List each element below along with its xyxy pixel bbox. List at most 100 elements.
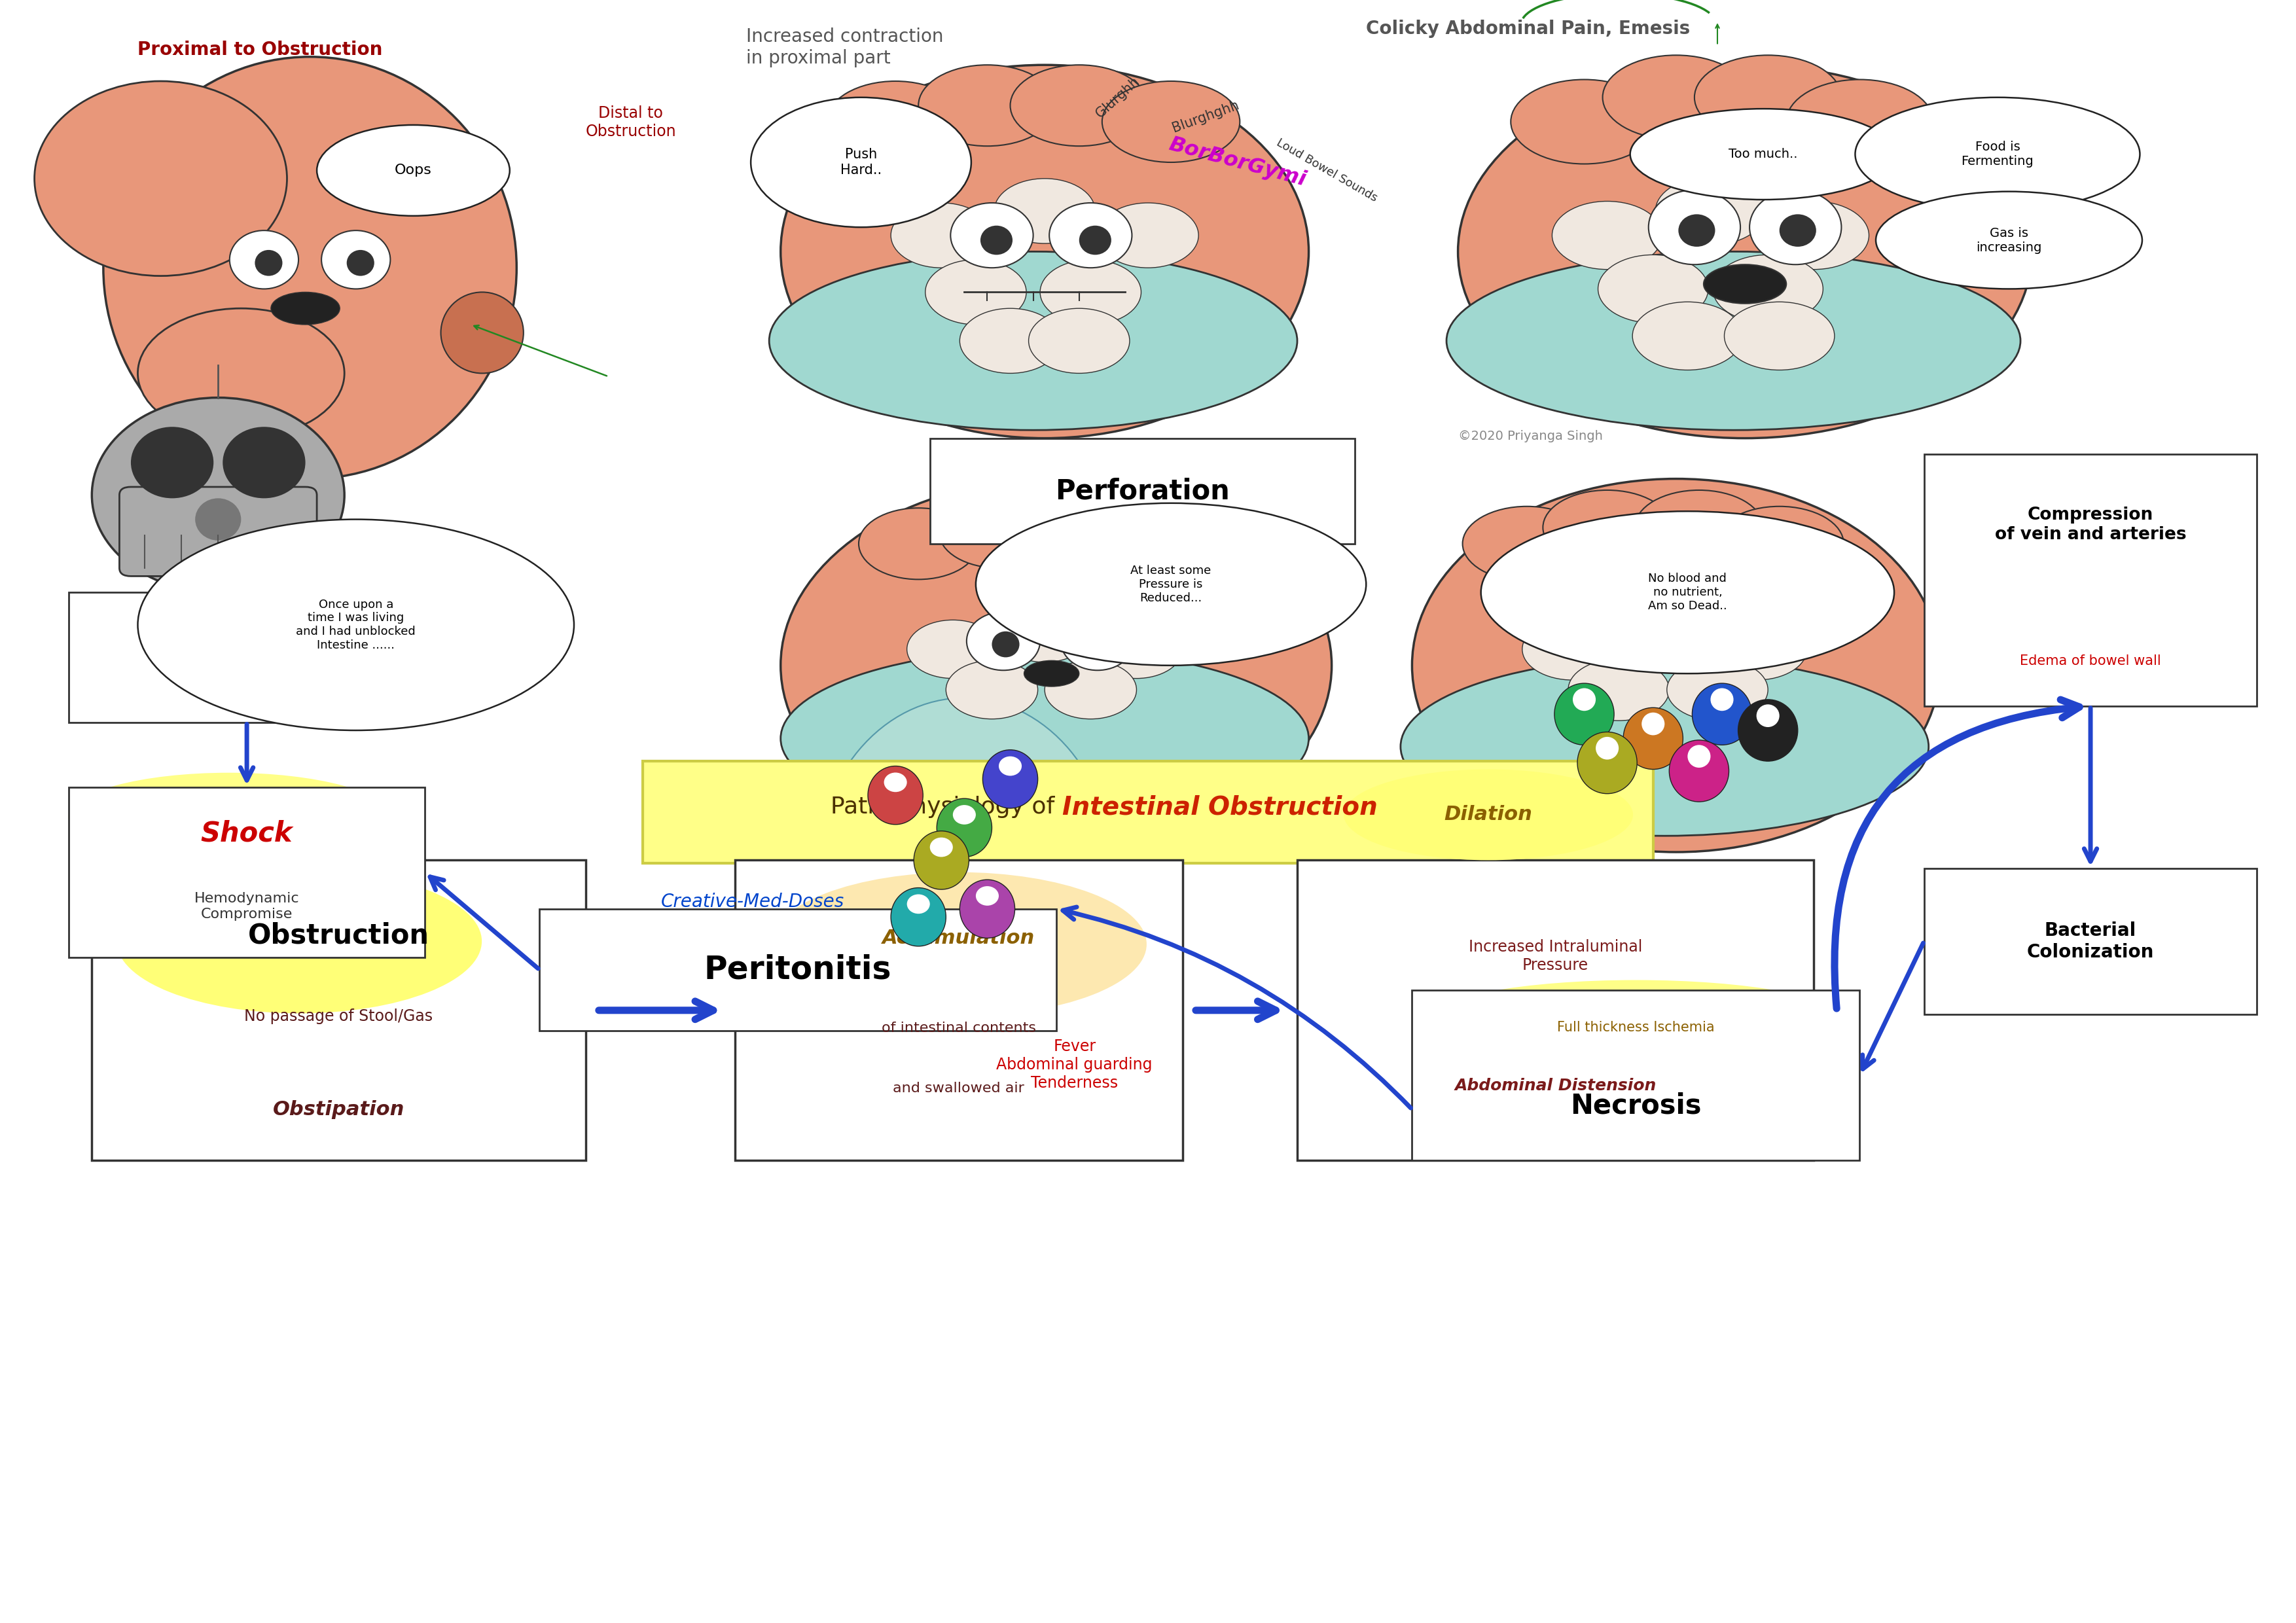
Ellipse shape	[994, 179, 1095, 243]
FancyBboxPatch shape	[119, 487, 317, 576]
Ellipse shape	[859, 508, 978, 579]
Text: Hemodynamic
Compromise: Hemodynamic Compromise	[195, 893, 298, 920]
Ellipse shape	[751, 97, 971, 227]
Bar	[69, 592, 425, 722]
Text: BorBorGymi: BorBorGymi	[1166, 135, 1309, 190]
Text: Increased contraction
in proximal part: Increased contraction in proximal part	[746, 28, 944, 67]
Text: Bacterial
Colonization: Bacterial Colonization	[2027, 922, 2154, 961]
Ellipse shape	[838, 771, 999, 852]
Ellipse shape	[1049, 203, 1132, 268]
Ellipse shape	[1855, 97, 2140, 211]
Ellipse shape	[868, 766, 923, 824]
Text: Obstipation: Obstipation	[273, 1100, 404, 1118]
Text: Accumulation: Accumulation	[882, 928, 1035, 948]
Text: Distal to
Obstruction: Distal to Obstruction	[585, 105, 677, 140]
Ellipse shape	[907, 917, 1068, 998]
Ellipse shape	[918, 65, 1056, 146]
Ellipse shape	[1630, 109, 1896, 200]
Ellipse shape	[1091, 620, 1182, 678]
Bar	[643, 761, 1653, 863]
Text: Creative-Med-Doses: Creative-Med-Doses	[661, 893, 845, 911]
Ellipse shape	[1669, 740, 1729, 802]
Text: Dilation: Dilation	[1444, 805, 1531, 824]
Text: Once upon a
time I was living
and I had unblocked
Intestine ......: Once upon a time I was living and I had …	[296, 599, 416, 651]
Ellipse shape	[1511, 80, 1658, 164]
Ellipse shape	[1593, 601, 1676, 665]
Ellipse shape	[891, 203, 992, 268]
Ellipse shape	[1458, 65, 2032, 438]
Ellipse shape	[1713, 255, 1823, 323]
Ellipse shape	[1655, 177, 1766, 245]
Text: Abdominal Distension: Abdominal Distension	[1456, 1078, 1655, 1094]
Bar	[1297, 860, 1814, 1160]
Ellipse shape	[321, 230, 390, 289]
Ellipse shape	[1711, 688, 1733, 711]
Ellipse shape	[891, 888, 946, 946]
Text: No blood and
no nutrient,
Am so Dead..: No blood and no nutrient, Am so Dead..	[1649, 573, 1727, 612]
Ellipse shape	[1724, 302, 1835, 370]
Bar	[540, 909, 1056, 1031]
Ellipse shape	[992, 631, 1019, 657]
Ellipse shape	[1102, 81, 1240, 162]
Ellipse shape	[953, 844, 1114, 925]
Text: Compression
of vein and arteries: Compression of vein and arteries	[1995, 506, 2186, 544]
Text: Push
Hard..: Push Hard..	[840, 148, 882, 177]
Text: Food is
Fermenting: Food is Fermenting	[1961, 141, 2034, 167]
Ellipse shape	[980, 226, 1013, 255]
Text: Obstruction: Obstruction	[248, 922, 429, 949]
Text: Oops: Oops	[395, 164, 432, 177]
Text: Gas is
increasing: Gas is increasing	[1977, 227, 2041, 253]
Ellipse shape	[195, 498, 241, 540]
Ellipse shape	[1713, 623, 1745, 652]
Ellipse shape	[960, 880, 1015, 938]
Ellipse shape	[937, 799, 992, 857]
Ellipse shape	[1061, 612, 1134, 670]
Ellipse shape	[1623, 708, 1683, 769]
Ellipse shape	[1688, 745, 1711, 768]
Ellipse shape	[1568, 659, 1669, 721]
Ellipse shape	[1779, 214, 1816, 247]
Ellipse shape	[946, 661, 1038, 719]
Ellipse shape	[138, 519, 574, 730]
Ellipse shape	[230, 230, 298, 289]
Ellipse shape	[1876, 192, 2142, 289]
Ellipse shape	[999, 756, 1022, 776]
Ellipse shape	[1649, 190, 1740, 265]
Ellipse shape	[347, 250, 374, 276]
Ellipse shape	[131, 427, 214, 498]
Ellipse shape	[827, 81, 964, 162]
Ellipse shape	[223, 427, 305, 498]
Text: Increased Intraluminal
Pressure: Increased Intraluminal Pressure	[1469, 940, 1642, 974]
Text: Intestinal Obstruction: Intestinal Obstruction	[1063, 795, 1378, 820]
Ellipse shape	[1100, 508, 1219, 579]
Ellipse shape	[1667, 659, 1768, 721]
Ellipse shape	[907, 620, 999, 678]
Ellipse shape	[1692, 683, 1752, 745]
Ellipse shape	[103, 57, 517, 479]
Ellipse shape	[939, 497, 1058, 568]
Ellipse shape	[1632, 302, 1743, 370]
Ellipse shape	[1029, 308, 1130, 373]
Ellipse shape	[746, 852, 907, 933]
Ellipse shape	[1019, 497, 1139, 568]
Ellipse shape	[953, 805, 976, 824]
Ellipse shape	[1621, 623, 1653, 652]
Ellipse shape	[815, 698, 1114, 1055]
Ellipse shape	[967, 612, 1040, 670]
Ellipse shape	[884, 773, 907, 792]
Ellipse shape	[1756, 704, 1779, 727]
Ellipse shape	[930, 837, 953, 857]
Ellipse shape	[1040, 260, 1141, 325]
Ellipse shape	[1759, 201, 1869, 269]
Bar	[92, 860, 585, 1160]
Ellipse shape	[1642, 712, 1665, 735]
Ellipse shape	[838, 876, 999, 958]
Text: Glurghh: Glurghh	[1093, 75, 1143, 120]
Ellipse shape	[999, 604, 1091, 662]
Ellipse shape	[1614, 594, 1715, 656]
Ellipse shape	[1552, 201, 1662, 269]
Ellipse shape	[1428, 980, 1841, 1058]
Ellipse shape	[69, 773, 390, 860]
Ellipse shape	[781, 65, 1309, 438]
Ellipse shape	[925, 260, 1026, 325]
